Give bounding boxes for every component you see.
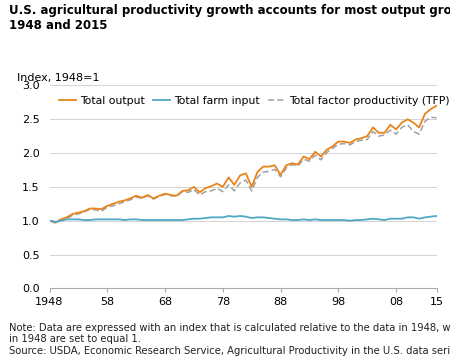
Text: U.S. agricultural productivity growth accounts for most output growth between
19: U.S. agricultural productivity growth ac… — [9, 4, 450, 32]
Text: Note: Data are expressed with an index that is calculated relative to the data i: Note: Data are expressed with an index t… — [9, 323, 450, 356]
Total output — [214, 182, 220, 186]
Total output — [47, 219, 52, 223]
Total output — [434, 104, 439, 108]
Total farm input — [336, 218, 341, 222]
Total farm input — [405, 215, 410, 219]
Line: Total output: Total output — [50, 106, 436, 223]
Line: Total farm input: Total farm input — [50, 216, 436, 222]
Total output — [399, 120, 405, 125]
Text: Index, 1948=1: Index, 1948=1 — [17, 73, 99, 83]
Total farm input — [399, 216, 405, 221]
Line: Total factor productivity (TFP): Total factor productivity (TFP) — [50, 117, 436, 221]
Total factor productivity (TFP) — [47, 219, 52, 223]
Total farm input — [226, 214, 231, 218]
Total factor productivity (TFP) — [359, 138, 364, 142]
Total farm input — [411, 215, 416, 219]
Total factor productivity (TFP) — [399, 125, 405, 130]
Total output — [278, 173, 283, 177]
Total farm input — [53, 220, 58, 224]
Total factor productivity (TFP) — [330, 146, 335, 151]
Total farm input — [364, 217, 370, 221]
Total factor productivity (TFP) — [428, 115, 433, 119]
Total output — [145, 193, 150, 197]
Total factor productivity (TFP) — [312, 153, 318, 157]
Total farm input — [47, 219, 52, 223]
Total farm input — [434, 214, 439, 218]
Total farm input — [318, 218, 324, 222]
Total factor productivity (TFP) — [393, 132, 399, 136]
Legend: Total output, Total farm input, Total factor productivity (TFP): Total output, Total farm input, Total fa… — [55, 92, 450, 110]
Total factor productivity (TFP) — [53, 219, 58, 224]
Total factor productivity (TFP) — [405, 122, 410, 127]
Total factor productivity (TFP) — [434, 116, 439, 120]
Total output — [272, 163, 278, 167]
Total output — [53, 221, 58, 225]
Total output — [139, 195, 144, 200]
